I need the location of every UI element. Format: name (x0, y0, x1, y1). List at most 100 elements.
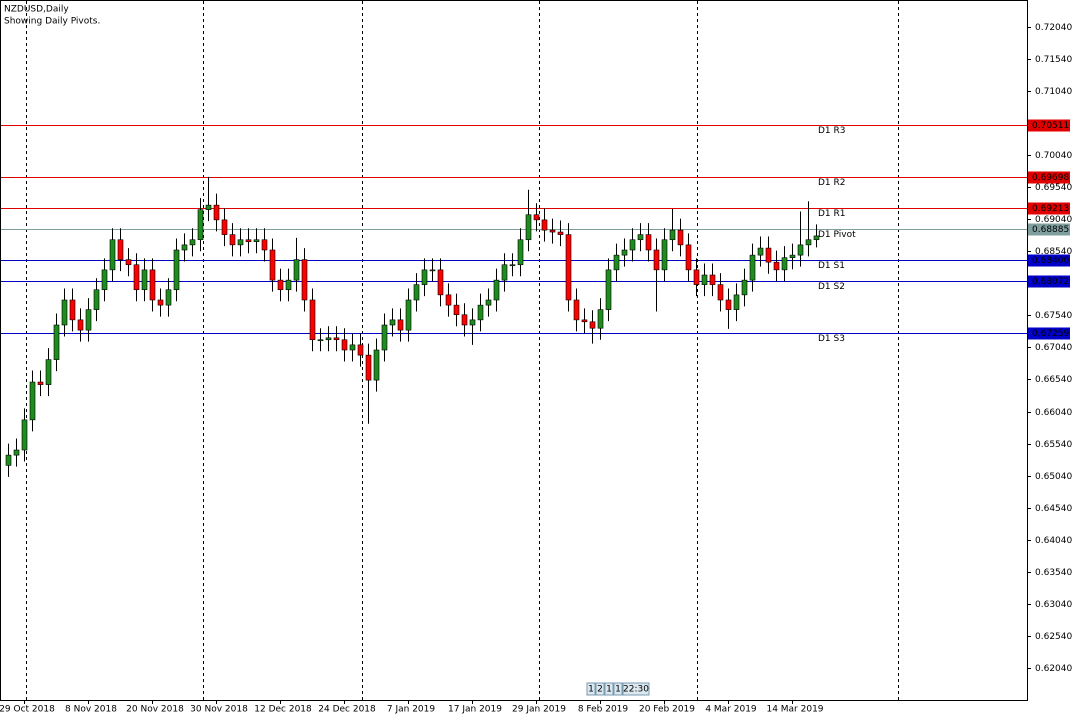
pivot-price-box (1028, 171, 1070, 184)
x-tick-label: 12 Dec 2018 (254, 705, 312, 715)
candle-body (365, 354, 372, 381)
candle-body (85, 309, 92, 331)
candle-body (53, 324, 60, 360)
candle-body (133, 264, 140, 291)
candle-body (581, 319, 588, 323)
candle-body (197, 209, 204, 241)
candle-body (125, 259, 132, 266)
candle-body (69, 299, 76, 321)
candle-body (797, 244, 804, 256)
candle-body (589, 321, 596, 329)
x-tick-label: 4 Mar 2019 (705, 705, 757, 715)
candle-body (621, 249, 628, 256)
candle-body (605, 269, 612, 310)
candle-body (269, 249, 276, 281)
candle-body (261, 239, 268, 251)
pivot-price-label: 0.69698 (1032, 173, 1069, 183)
candle-body (253, 239, 260, 242)
candle-body (381, 324, 388, 351)
y-tick-label: 0.65540 (1035, 440, 1072, 450)
candle-body (117, 239, 124, 260)
candle-body (549, 229, 556, 233)
candle-body (277, 279, 284, 291)
toolbar-item-box (622, 682, 650, 696)
candle-body (437, 269, 444, 296)
candle-body (717, 284, 724, 301)
toolbar-item: 2 (597, 685, 603, 695)
y-tick-label: 0.62540 (1035, 632, 1072, 642)
chart-subtitle: Showing Daily Pivots. (4, 17, 100, 27)
candle-body (613, 254, 620, 271)
candle-body (645, 234, 652, 251)
candle-body (485, 299, 492, 306)
y-tick-label: 0.69040 (1035, 215, 1072, 225)
pivot-name: D1 S3 (818, 334, 845, 344)
candle-body (525, 214, 532, 241)
candle-body (229, 234, 236, 246)
candle-body (629, 239, 636, 251)
candle-body (413, 284, 420, 301)
x-tick-label: 17 Jan 2019 (448, 705, 502, 715)
candle-body (77, 319, 84, 331)
candle-body (757, 247, 764, 256)
pivot-name: D1 S2 (818, 282, 845, 292)
pivot-price-box (1028, 223, 1070, 236)
pivot-price-label: 0.68400 (1032, 256, 1069, 266)
candle-body (709, 274, 716, 285)
candle-body (477, 304, 484, 321)
candle-body (173, 249, 180, 291)
y-tick-label: 0.69540 (1035, 183, 1072, 193)
x-tick-label: 20 Feb 2019 (639, 705, 695, 715)
candle-body (765, 247, 772, 263)
candle-body (805, 239, 812, 246)
candle-body (293, 259, 300, 281)
candle-body (725, 299, 732, 310)
y-tick-label: 0.64040 (1035, 536, 1072, 546)
candle-body (397, 319, 404, 331)
candle-body (101, 269, 108, 291)
candle-body (13, 449, 20, 456)
pivot-name: D1 R3 (818, 126, 846, 136)
pivot-name: D1 R1 (818, 209, 846, 219)
x-tick-label: 14 Mar 2019 (766, 705, 823, 715)
x-tick-label: 29 Jan 2019 (512, 705, 566, 715)
pivot-price-label: 0.68885 (1032, 225, 1069, 235)
y-tick-label: 0.71040 (1035, 87, 1072, 97)
candle-body (45, 359, 52, 385)
candle-body (405, 299, 412, 331)
candle-body (333, 337, 340, 341)
y-tick-label: 0.70040 (1035, 151, 1072, 161)
candle-body (325, 337, 332, 341)
candle-body (341, 339, 348, 351)
x-tick-label: 20 Nov 2018 (126, 705, 184, 715)
candle-body (349, 344, 356, 351)
y-tick-label: 0.64540 (1035, 504, 1072, 514)
pivot-price-label: 0.67259 (1032, 329, 1069, 339)
candle-body (21, 419, 28, 451)
candle-body (741, 279, 748, 296)
plot-frame (0, 0, 1028, 701)
candle-body (189, 239, 196, 246)
candle-body (693, 269, 700, 285)
pivot-name: D1 R2 (818, 178, 846, 188)
candle-body (157, 299, 164, 306)
candle-body (61, 299, 68, 326)
candle-body (533, 214, 540, 221)
candle-body (165, 289, 172, 306)
candle-body (653, 249, 660, 271)
pivot-price-box (1028, 275, 1070, 288)
y-tick-label: 0.68540 (1035, 247, 1072, 257)
chart-title: NZDUSD,Daily (4, 5, 69, 15)
candle-body (285, 279, 292, 291)
candle-body (541, 219, 548, 231)
x-tick-label: 7 Jan 2019 (387, 705, 435, 715)
x-tick-label: 24 Dec 2018 (318, 705, 376, 715)
y-tick-label: 0.67040 (1035, 343, 1072, 353)
pivot-name: D1 S1 (818, 261, 845, 271)
candle-body (597, 309, 604, 329)
toolbar-item: 1 (615, 685, 621, 695)
y-tick-label: 0.72040 (1035, 23, 1072, 33)
y-tick-label: 0.63040 (1035, 600, 1072, 610)
